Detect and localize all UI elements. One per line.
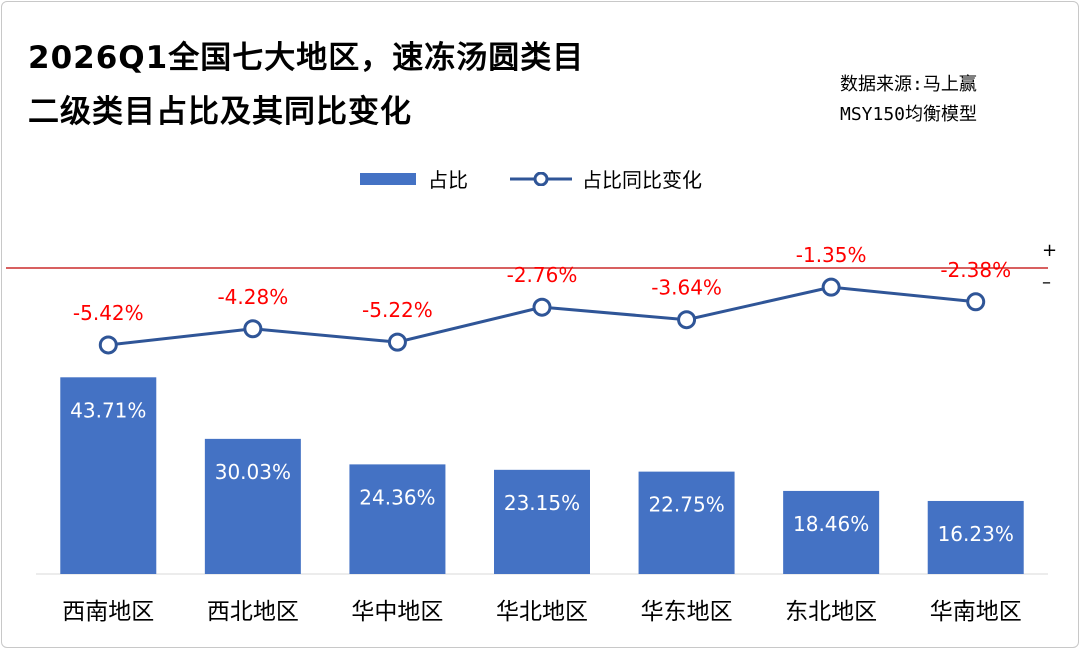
bar-value-label-6: 16.23% (938, 522, 1014, 546)
category-label-0: 西南地区 (62, 599, 154, 625)
change-point-3 (532, 297, 552, 317)
bar-0 (60, 377, 157, 574)
change-point-5 (821, 277, 841, 297)
bar-4 (638, 471, 735, 574)
bar-value-label-3: 23.15% (504, 491, 580, 515)
bar-2 (349, 464, 446, 574)
positive-zone-sign: + (1042, 240, 1058, 261)
category-label-5: 东北地区 (785, 599, 877, 625)
legend-bar-label: 占比 (428, 168, 468, 192)
bar-value-label-2: 24.36% (359, 485, 435, 509)
bar-value-label-5: 18.46% (793, 512, 869, 536)
change-point-0 (98, 335, 118, 355)
legend-bar-swatch (360, 172, 416, 185)
legend-line-swatch (510, 171, 572, 186)
chart-title-line-1: 2026Q1全国七大地区，速冻汤圆类目 (28, 40, 585, 76)
change-value-label-0: -5.42% (73, 301, 144, 325)
bar-6 (927, 500, 1024, 574)
change-value-label-1: -4.28% (217, 285, 288, 309)
bar-value-label-0: 43.71% (70, 398, 146, 422)
category-label-2: 华中地区 (351, 599, 443, 625)
change-point-2 (387, 332, 407, 352)
data-model-label: MSY150均衡模型 (840, 104, 978, 125)
change-value-label-6: -2.38% (940, 258, 1011, 282)
chart-legend: 占比 占比同比变化 (360, 164, 702, 193)
bar-value-label-1: 30.03% (215, 460, 291, 484)
bar-value-label-4: 22.75% (648, 493, 724, 517)
change-point-1 (243, 319, 263, 339)
change-value-label-3: -2.76% (507, 263, 578, 287)
change-value-label-5: -1.35% (796, 243, 867, 267)
change-point-4 (677, 310, 697, 330)
category-label-4: 华东地区 (641, 599, 733, 625)
negative-zone-sign: – (1042, 272, 1051, 293)
change-value-label-2: -5.22% (362, 298, 433, 322)
data-source-label: 数据来源:马上赢 (840, 74, 977, 95)
category-label-6: 华南地区 (930, 599, 1022, 625)
chart-title-line-2: 二级类目占比及其同比变化 (28, 94, 412, 130)
legend-line-label: 占比同比变化 (582, 168, 702, 192)
bar-1 (204, 438, 301, 574)
change-value-label-4: -3.64% (651, 276, 722, 300)
category-label-3: 华北地区 (496, 599, 588, 625)
bar-5 (783, 490, 880, 574)
change-point-6 (966, 292, 986, 312)
bar-3 (494, 469, 590, 574)
category-label-1: 西北地区 (207, 599, 299, 625)
